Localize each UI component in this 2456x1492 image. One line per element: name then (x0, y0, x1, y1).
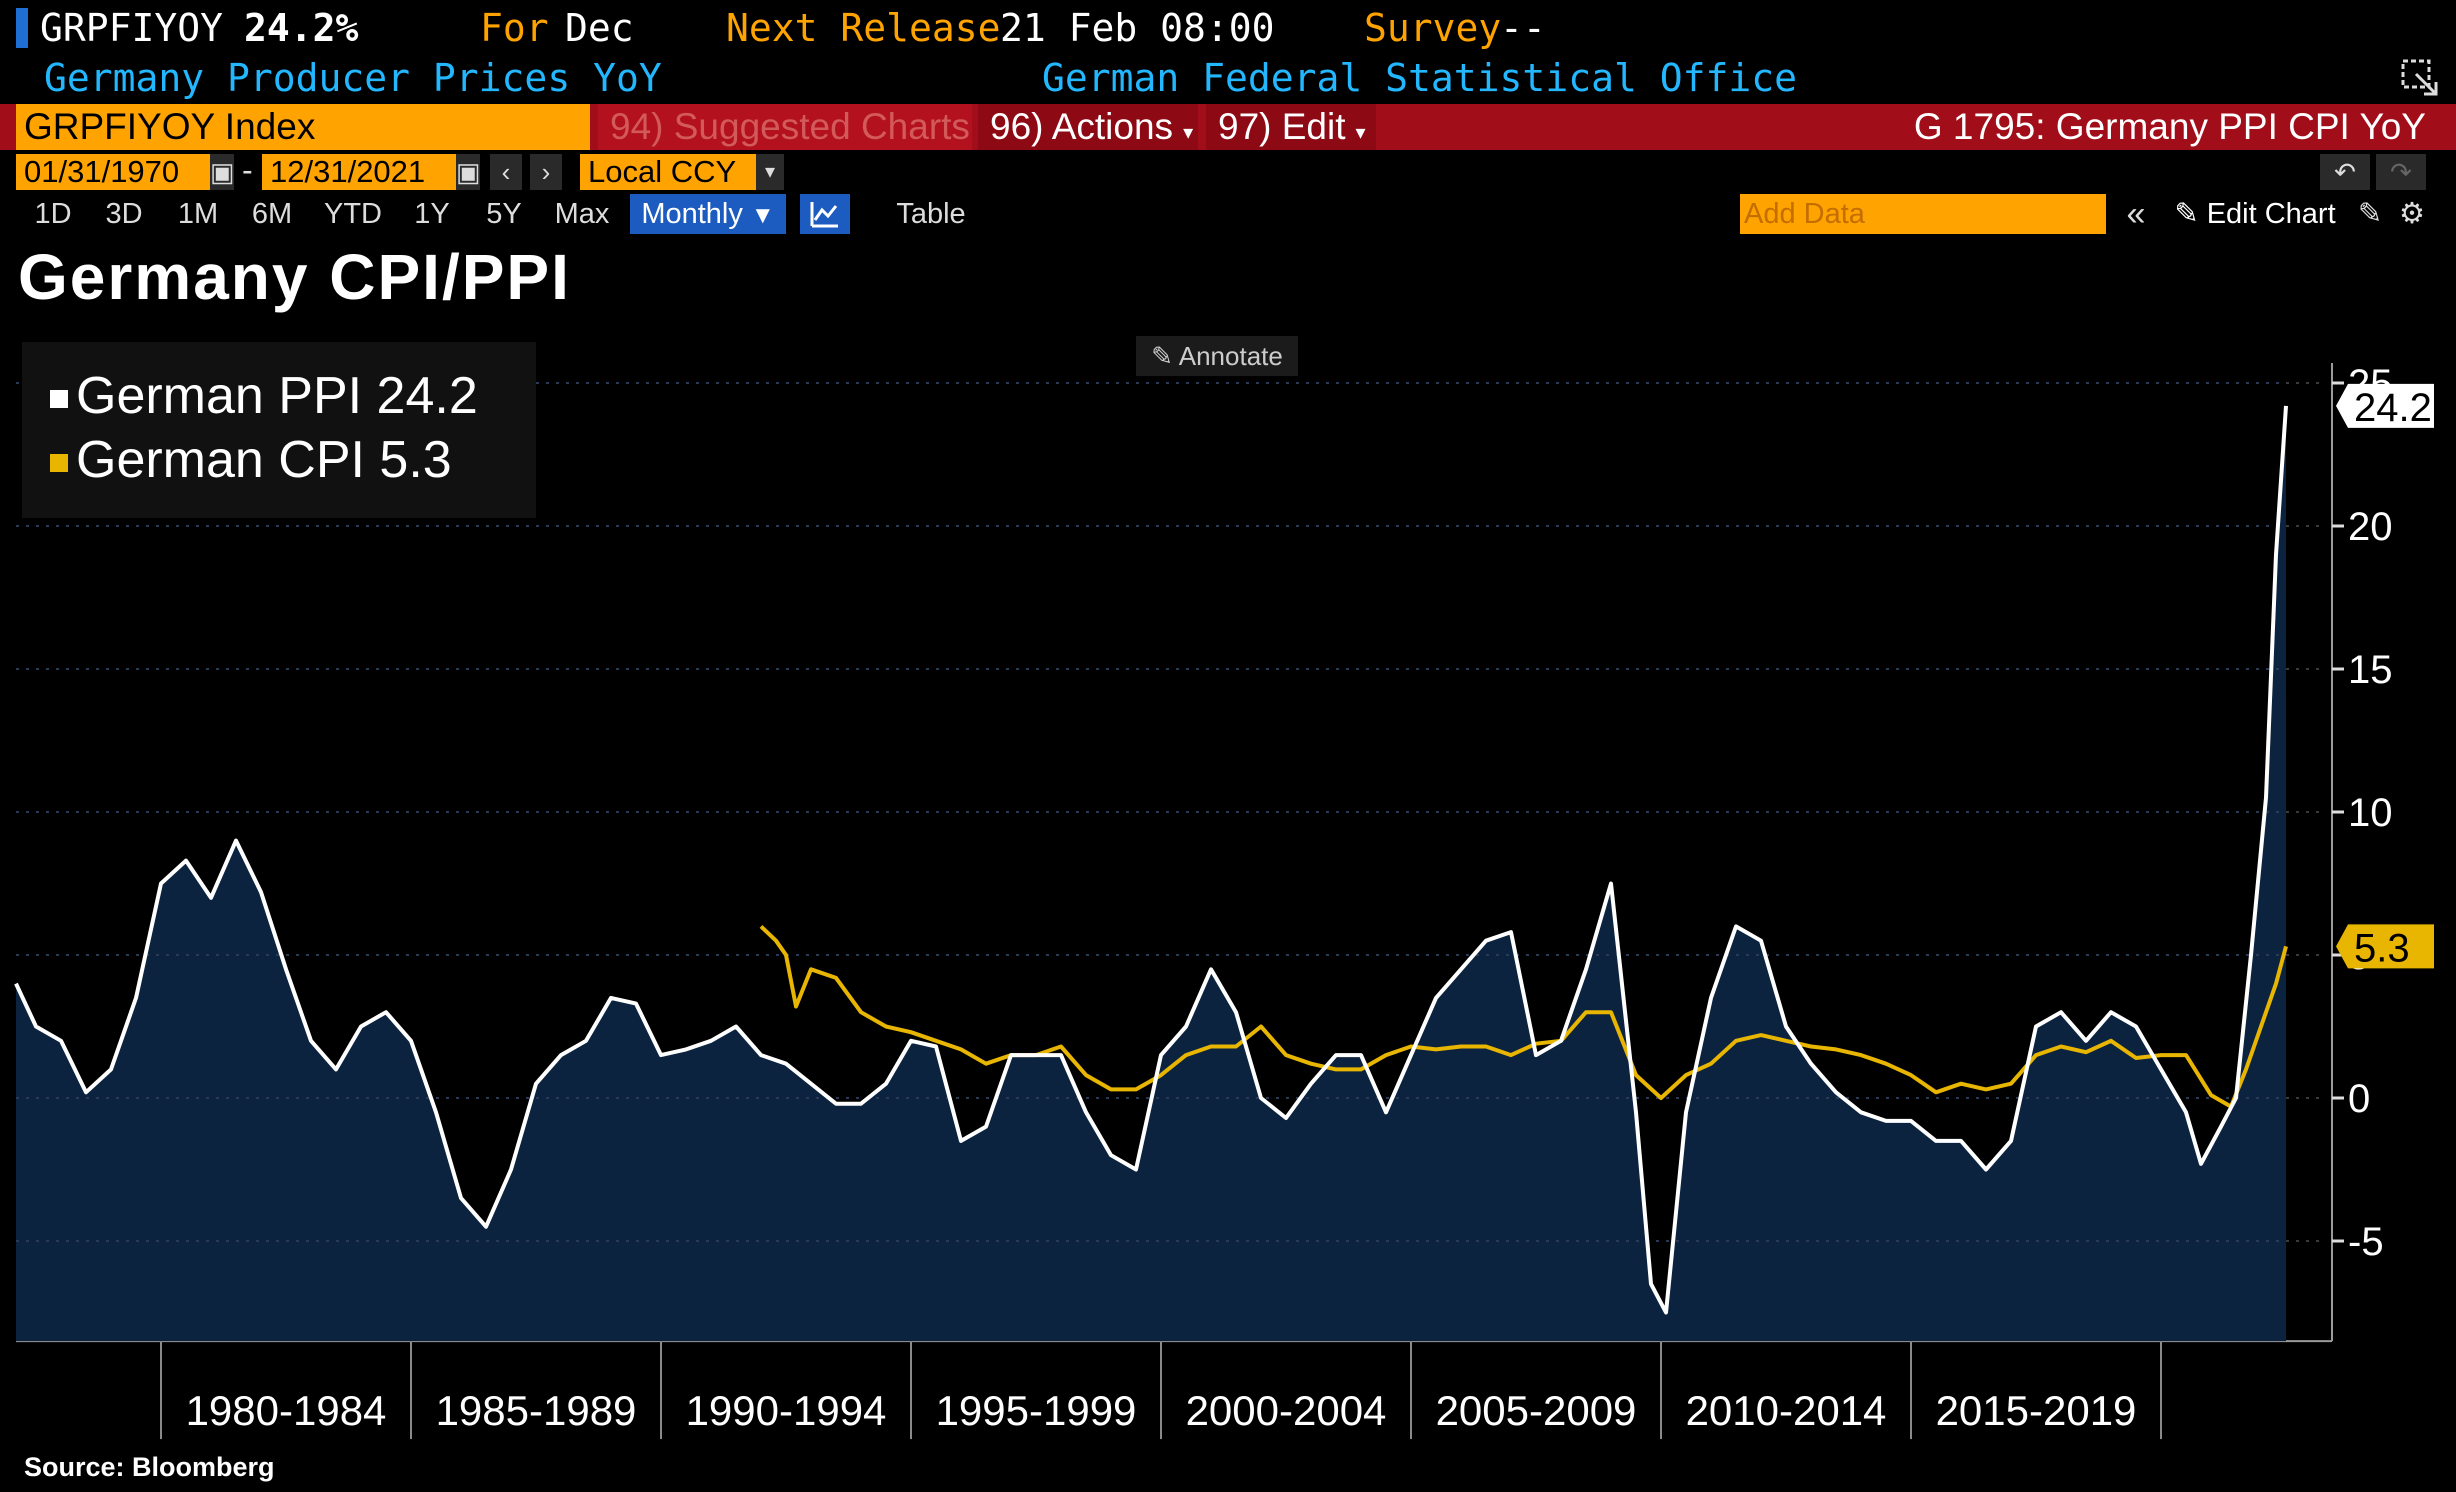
chart-id: G 1795: Germany PPI CPI YoY (1913, 106, 2426, 147)
legend-ppi[interactable]: German PPI 24.2 (50, 366, 478, 426)
period-toolbar: 1D 3D 1M 6M YTD 1Y 5Y Max Monthly ▼ Tabl… (0, 194, 2456, 234)
period-5y[interactable]: 5Y (486, 198, 522, 230)
redo-icon[interactable]: ↷ (2376, 154, 2426, 190)
period-max[interactable]: Max (554, 198, 610, 230)
ppi-last-value-bg (2336, 383, 2434, 428)
y-tick-label: 0 (2348, 1077, 2370, 1121)
next-release-label: Next Release (726, 6, 1001, 50)
ppi-line (14, 405, 2288, 1315)
frequency-select[interactable]: Monthly ▼ (630, 194, 786, 234)
source-note: Source: Bloomberg (24, 1452, 275, 1482)
collapse-icon[interactable]: « (2126, 195, 2146, 233)
actions-menu[interactable]: 96) Actions ▾ (978, 104, 1198, 150)
x-group-label: 2005-2009 (1436, 1387, 1637, 1434)
legend-swatch (50, 390, 68, 409)
chart-title: Germany CPI/PPI (18, 241, 571, 313)
date-range-row: 01/31/1970 ▣ - 12/31/2021 ▣ ‹ › Local CC… (0, 152, 2456, 192)
pencil-icon: ✎ (1151, 341, 1173, 371)
legend-cpi[interactable]: German CPI 5.3 (50, 430, 452, 490)
source-agency: German Federal Statistical Office (1042, 56, 1797, 100)
end-date-input[interactable]: 12/31/2021 (262, 154, 464, 190)
period-3d[interactable]: 3D (105, 198, 143, 230)
for-label: For (480, 6, 549, 50)
survey-label: Survey (1364, 6, 1502, 50)
legend-ppi-label: German PPI 24.2 (76, 367, 478, 425)
pencil-icon: ✎ (2174, 198, 2199, 230)
edit-icon[interactable]: ✎ (2357, 198, 2383, 230)
annotate-button[interactable]: ✎ Annotate (1136, 336, 1298, 376)
command-toolbar: GRPFIYOY Index 94) Suggested Charts 96) … (0, 104, 2456, 150)
date-separator: - (242, 152, 253, 188)
edit-chart-button[interactable]: ✎ Edit Chart (2166, 194, 2344, 234)
x-group-label: 1990-1994 (686, 1387, 887, 1434)
frequency-label: Monthly (641, 198, 743, 230)
period-1m[interactable]: 1M (177, 198, 219, 230)
x-group-label: 1985-1989 (436, 1387, 637, 1434)
next-range-button[interactable]: › (530, 154, 562, 190)
chevron-down-icon: ▾ (1183, 122, 1194, 144)
security-header: GRPFIYOY 24.2% For Dec Next Release 21 F… (0, 0, 2456, 58)
ppi-last-value: 24.2 (2354, 386, 2432, 430)
next-release-value: 21 Feb 08:00 (1000, 6, 1275, 50)
for-value: Dec (565, 6, 634, 50)
start-date-input[interactable]: 01/31/1970 (16, 154, 218, 190)
currency-select[interactable]: Local CCY (580, 154, 766, 190)
security-marker (16, 8, 28, 48)
y-tick-label: 20 (2348, 505, 2393, 549)
y-tick-label: -5 (2348, 1220, 2384, 1264)
x-group-label: 2010-2014 (1686, 1387, 1887, 1434)
suggested-charts-button[interactable]: 94) Suggested Charts (598, 104, 972, 150)
calendar-icon[interactable]: ▣ (210, 154, 235, 190)
cpi-last-value-bg (2336, 924, 2434, 969)
period-1d[interactable]: 1D (34, 198, 72, 230)
period-6m[interactable]: 6M (251, 198, 293, 230)
security-description: Germany Producer Prices YoY (44, 56, 662, 100)
undo-icon[interactable]: ↶ (2320, 154, 2370, 190)
y-tick-label: 15 (2348, 648, 2393, 692)
ppi-area (16, 405, 2286, 1342)
last-value: 24.2% (244, 6, 359, 50)
edit-menu[interactable]: 97) Edit ▾ (1206, 104, 1376, 150)
x-group-label: 1980-1984 (186, 1387, 387, 1434)
chevron-down-icon: ▼ (750, 202, 775, 229)
calendar-icon[interactable]: ▣ (456, 154, 481, 190)
cpi-last-value: 5.3 (2354, 926, 2410, 970)
legend-cpi-label: German CPI 5.3 (76, 431, 452, 489)
period-ytd[interactable]: YTD (324, 198, 382, 230)
y-tick-label: 10 (2348, 791, 2393, 835)
x-group-label: 1995-1999 (936, 1387, 1137, 1434)
settings-gear-icon[interactable]: ⚙ (2399, 198, 2425, 230)
prev-range-button[interactable]: ‹ (490, 154, 522, 190)
x-group-label: 2000-2004 (1186, 1387, 1387, 1434)
edit-label: 97) Edit (1218, 106, 1346, 147)
period-1y[interactable]: 1Y (414, 198, 450, 230)
table-button[interactable]: Table (896, 198, 966, 230)
chart-legend: German PPI 24.2 German CPI 5.3 (22, 342, 536, 518)
actions-label: 96) Actions (990, 106, 1174, 147)
chevron-down-icon[interactable]: ▾ (756, 154, 784, 190)
add-data-input[interactable]: Add Data (1740, 194, 2106, 234)
edit-chart-label: Edit Chart (2206, 198, 2336, 230)
chevron-down-icon: ▾ (1355, 122, 1366, 144)
line-chart[interactable]: -505101520251980-19841985-19891990-19941… (0, 330, 2456, 1452)
annotate-label: Annotate (1178, 341, 1283, 371)
legend-swatch (50, 454, 68, 473)
x-group-label: 2015-2019 (1936, 1387, 2137, 1434)
line-chart-icon[interactable] (800, 194, 850, 234)
currency-label: Local CCY (588, 154, 737, 189)
security-field[interactable]: GRPFIYOY Index (16, 104, 590, 150)
cpi-line (759, 924, 2288, 1109)
survey-value: -- (1500, 6, 1546, 50)
popout-icon[interactable] (2400, 58, 2440, 98)
ticker: GRPFIYOY (40, 6, 224, 50)
